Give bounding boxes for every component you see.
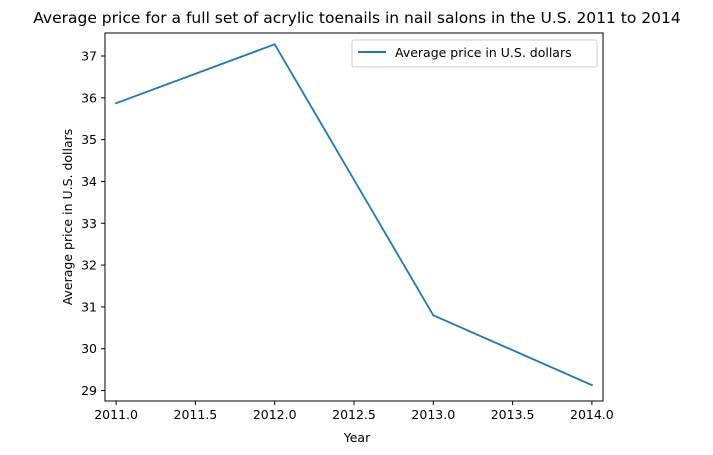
data-point (590, 384, 593, 387)
plot-frame (104, 32, 604, 402)
plot-area (104, 32, 604, 402)
x-tick-label: 2012.0 (253, 407, 297, 422)
y-tick-label: 37 (81, 49, 97, 64)
x-tick-label: 2011.5 (174, 407, 218, 422)
data-point (115, 102, 118, 105)
series-layer (114, 43, 594, 387)
y-tick-label: 30 (81, 341, 97, 356)
series-line (114, 43, 594, 387)
y-tick-label: 32 (81, 258, 97, 273)
legend-box (351, 39, 598, 68)
y-tick-label: 29 (81, 383, 97, 398)
y-tick-label: 36 (81, 90, 97, 105)
x-tick-label: 2012.5 (332, 407, 376, 422)
legend-label: Average price in U.S. dollars (395, 45, 572, 60)
chart-title: Average price for a full set of acrylic … (33, 9, 681, 27)
x-tick-label: 2013.0 (411, 407, 455, 422)
data-point (432, 314, 435, 317)
x-tick-label: 2011.0 (94, 407, 138, 422)
x-tick-label: 2014.0 (570, 407, 614, 422)
legend: Average price in U.S. dollars (351, 39, 598, 68)
y-tick-label: 35 (81, 132, 97, 147)
y-tick-label: 33 (81, 216, 97, 231)
x-axis: 2011.0 2011.5 2012.0 2012.5 2013.0 2013.5 2014… (94, 401, 614, 422)
y-tick-label: 31 (81, 299, 97, 314)
y-tick-label: 34 (81, 174, 97, 189)
data-point (273, 43, 276, 46)
y-axis: 29 30 31 32 33 34 35 36 37 (81, 49, 105, 398)
x-tick-label: 2013.5 (491, 407, 535, 422)
x-axis-label: Year (343, 430, 371, 445)
y-axis-label: Average price in U.S. dollars (60, 129, 75, 306)
